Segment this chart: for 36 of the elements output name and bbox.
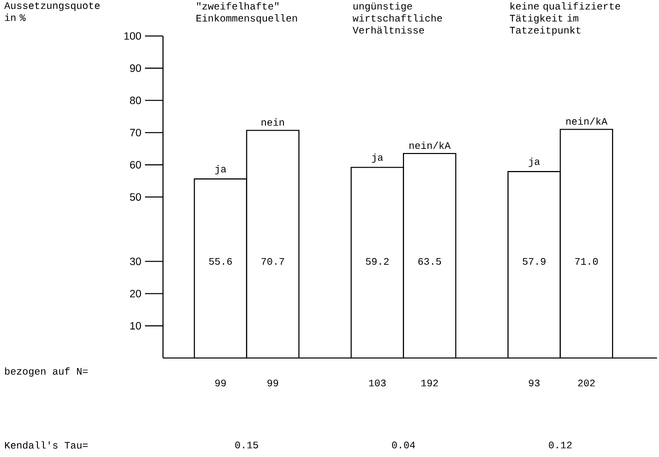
text: ungünstige wirtschaftliche Verhältnisse bbox=[352, 2, 442, 34]
y-tick-label: 50 bbox=[130, 193, 141, 201]
x-tick-label: 93 bbox=[528, 380, 540, 386]
text: keine qualifizierte Tätigkeit im Tatzeitpunkt bbox=[510, 2, 620, 36]
y-tick-label: 100 bbox=[124, 32, 141, 40]
data-label: 59.2 bbox=[366, 258, 389, 265]
y-tick-label: 20 bbox=[130, 290, 141, 298]
x-tick-label: 192 bbox=[421, 380, 438, 386]
y-tick-label: 90 bbox=[130, 64, 141, 72]
x-tick-label: 99 bbox=[267, 380, 278, 386]
annotation: ja bbox=[215, 165, 226, 174]
annotation: ja bbox=[528, 158, 540, 167]
y-tick-label: 70 bbox=[130, 128, 141, 136]
y-tick-label: 30 bbox=[130, 258, 141, 266]
annotation: nein bbox=[262, 118, 284, 126]
data-label: 63.5 bbox=[418, 258, 441, 265]
annotation: nein/kA bbox=[566, 117, 608, 125]
x-tick-label: 99 bbox=[215, 380, 226, 386]
y-tick-label: 80 bbox=[130, 96, 141, 104]
y-tick-label: 60 bbox=[130, 161, 141, 169]
data-label: 55.6 bbox=[209, 258, 232, 265]
x-tick-label: 103 bbox=[369, 380, 386, 386]
text: 0.15 bbox=[235, 442, 258, 448]
data-label: 57.9 bbox=[522, 258, 546, 265]
text: bezogen auf N= bbox=[5, 367, 88, 377]
text: Kendall's Tau= bbox=[5, 441, 88, 449]
text: "zweifelhafte" Einkommensquellen bbox=[196, 2, 297, 24]
y-tick-label: 10 bbox=[130, 322, 141, 330]
text: 0.12 bbox=[548, 442, 572, 448]
data-label: 71.0 bbox=[575, 258, 598, 265]
annotation: nein/kA bbox=[409, 142, 451, 149]
x-tick-label: 202 bbox=[578, 380, 595, 386]
text: 0.04 bbox=[392, 442, 415, 448]
annotation: ja bbox=[372, 153, 383, 163]
y-axis-title: Aussetzungsquote in % bbox=[4, 2, 100, 21]
data-label: 70.7 bbox=[262, 258, 284, 265]
